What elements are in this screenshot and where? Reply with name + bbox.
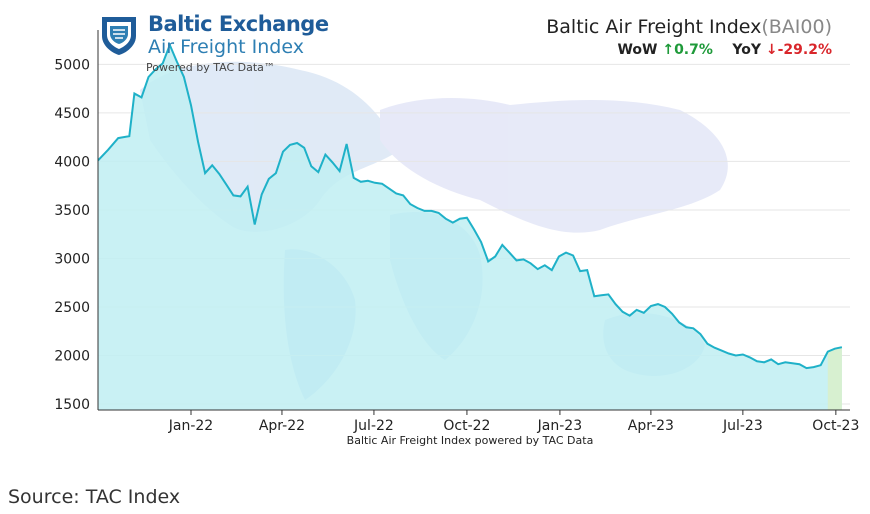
x-tick-label: Jan-22 <box>168 418 213 434</box>
x-axis-ticks: Jan-22 Apr-22 Jul-22 Oct-22 Jan-23 Apr-23 Jul-… <box>168 410 859 434</box>
series-area-fill <box>98 45 842 410</box>
yoy-value: -29.2% <box>777 42 832 58</box>
brand-name: Baltic Exchange <box>148 12 329 36</box>
wow-label: WoW <box>617 42 658 58</box>
wow-arrow-icon: ↑ <box>662 42 675 58</box>
x-tick-label: Jul-23 <box>722 418 763 434</box>
axes <box>97 30 850 411</box>
x-tick-label: Oct-23 <box>812 418 859 434</box>
y-tick-label: 2000 <box>54 348 90 364</box>
x-axis-label: Baltic Air Freight Index powered by TAC … <box>346 434 594 447</box>
x-tick-label: Jan-23 <box>537 418 582 434</box>
brand-powered-by: Powered by TAC Data™ <box>146 61 275 74</box>
baltic-exchange-logo-icon <box>102 17 136 55</box>
y-tick-label: 2500 <box>54 300 90 316</box>
yoy-arrow-icon: ↓ <box>765 42 778 58</box>
index-title: Baltic Air Freight Index(BAI00) <box>546 16 832 38</box>
source-note: Source: TAC Index <box>8 486 181 508</box>
y-tick-label: 1500 <box>54 397 90 413</box>
brand-product-name: Air Freight Index <box>148 36 304 58</box>
y-tick-label: 4500 <box>54 106 90 122</box>
y-tick-label: 5000 <box>54 57 90 73</box>
recent-period-highlight <box>827 347 842 410</box>
index-title-name: Baltic Air Freight Index <box>546 16 762 38</box>
x-tick-label: Apr-23 <box>628 418 674 434</box>
y-tick-label: 4000 <box>54 154 90 170</box>
y-tick-label: 3500 <box>54 203 90 219</box>
yoy-label: YoY <box>732 42 761 58</box>
index-stats: WoW ↑0.7% YoY ↓-29.2% <box>617 42 832 58</box>
chart-svg: 1500 2000 2500 3000 3500 4000 4500 5000 Jan-22 A… <box>54 30 859 434</box>
brand-block: Baltic Exchange Air Freight Index Powere… <box>98 12 338 82</box>
chart-frame: 1500 2000 2500 3000 3500 4000 4500 5000 Jan-22 A… <box>54 12 859 447</box>
y-tick-label: 3000 <box>54 251 90 267</box>
x-tick-label: Oct-22 <box>443 418 490 434</box>
y-axis-ticks: 1500 2000 2500 3000 3500 4000 4500 5000 <box>54 57 90 413</box>
wow-value: 0.7% <box>674 42 713 58</box>
series-line <box>98 42 843 370</box>
x-tick-label: Jul-22 <box>353 418 394 434</box>
index-code: (BAI00) <box>761 16 832 38</box>
x-tick-label: Apr-22 <box>259 418 305 434</box>
